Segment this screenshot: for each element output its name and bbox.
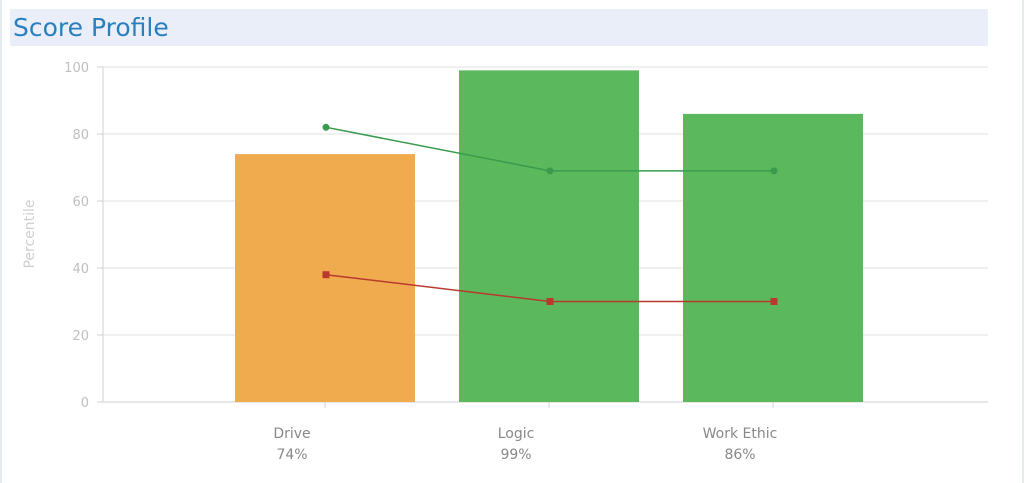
y-tick-label: 80: [72, 128, 89, 143]
y-tick-label: 0: [81, 396, 89, 411]
page-title: Score Profile: [13, 13, 169, 42]
bar-work-ethic: [683, 113, 863, 403]
y-tick-label: 20: [72, 329, 89, 344]
x-category-percent-label: 86%: [724, 447, 755, 463]
y-axis-label: Percentile: [22, 199, 38, 268]
x-category-label: Logic: [498, 426, 535, 442]
x-category-label: Drive: [273, 426, 310, 442]
y-tick-label: 40: [72, 262, 89, 277]
x-category-percent-label: 74%: [276, 447, 307, 463]
chart-axes: 0 20 40 60 80 100 Drive 74% Logic 99% Work Ethic 86…: [64, 61, 777, 463]
chart-bars: [235, 70, 863, 403]
series-1-point: [546, 167, 554, 175]
bar-logic: [459, 70, 639, 402]
x-category-percent-label: 99%: [500, 447, 531, 463]
series-1-point: [770, 167, 778, 175]
chart-lines: [322, 123, 778, 305]
window-border-right: [1022, 0, 1024, 483]
series-2-point: [770, 298, 778, 305]
section-header: Score Profile: [10, 9, 988, 46]
y-tick-label: 100: [64, 61, 89, 76]
y-tick-label: 60: [72, 195, 89, 210]
series-1-point: [322, 123, 330, 131]
x-category-label: Work Ethic: [703, 426, 778, 442]
series-2-point: [546, 298, 554, 305]
series-2-point: [322, 271, 330, 279]
window-border-left: [0, 0, 2, 483]
